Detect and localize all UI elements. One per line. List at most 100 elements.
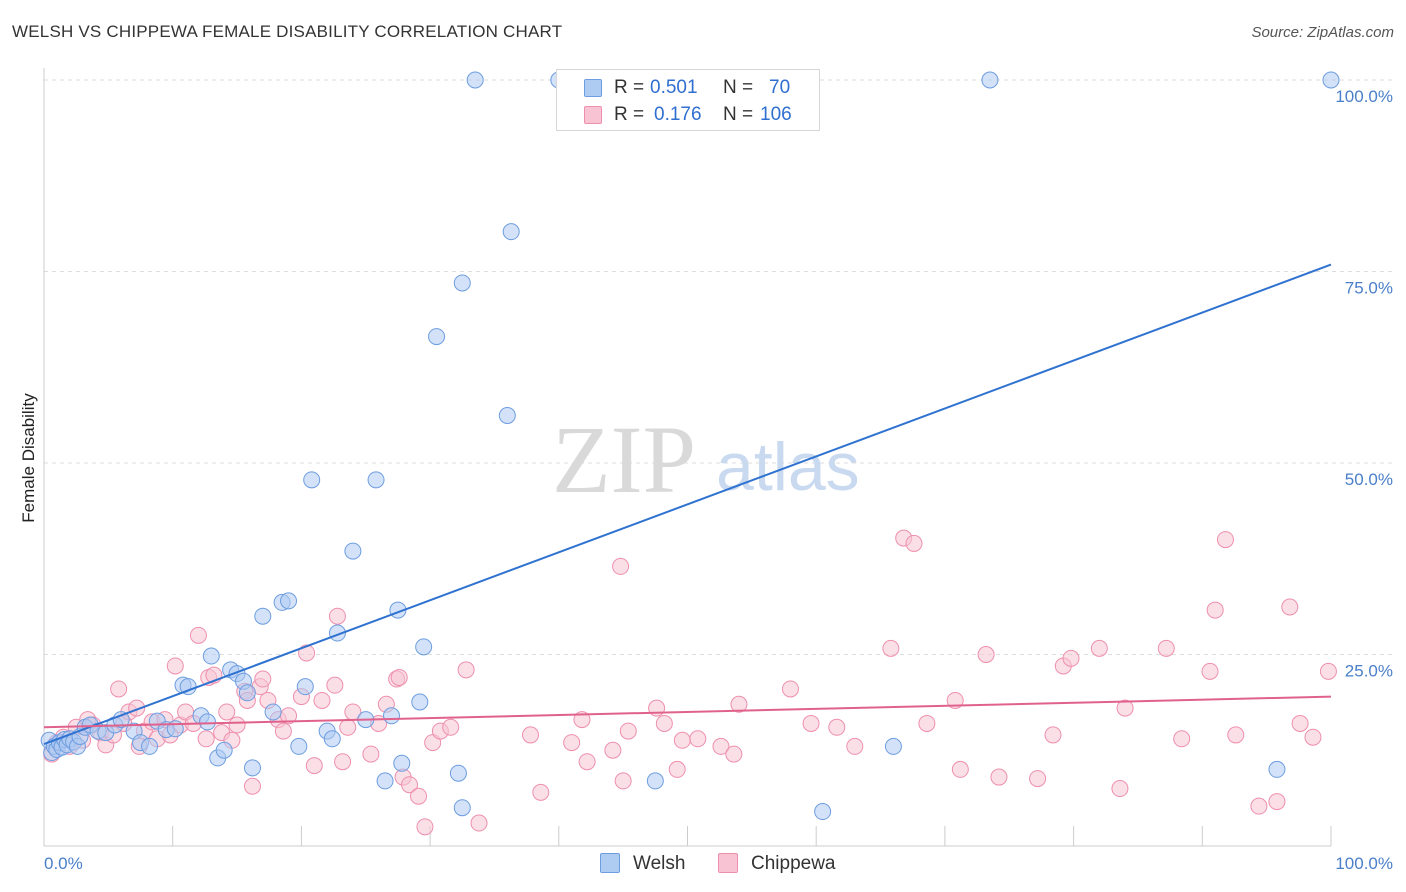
chippewa-point — [1062, 649, 1080, 667]
chippewa-point — [166, 657, 184, 675]
chippewa-point — [673, 731, 691, 749]
chippewa-point — [802, 714, 820, 732]
x-tick-label: 100.0% — [1335, 854, 1393, 873]
chippewa-point — [846, 737, 864, 755]
welsh-point — [428, 328, 446, 346]
welsh-point — [290, 737, 308, 755]
chippewa-point — [401, 776, 419, 794]
chart-title: WELSH VS CHIPPEWA FEMALE DISABILITY CORR… — [12, 22, 563, 41]
chippewa-legend-swatch — [718, 853, 738, 873]
welsh-point — [411, 693, 429, 711]
welsh-point — [215, 741, 233, 759]
chippewa-point — [946, 691, 964, 709]
chippewa-point — [1201, 662, 1219, 680]
welsh-point — [303, 471, 321, 489]
welsh-point — [884, 737, 902, 755]
tick-labels: 25.0% 50.0% 75.0% 100.0% 0.0% 100.0% — [44, 87, 1393, 873]
chippewa-n-value: 106 — [760, 104, 792, 125]
welsh-point — [466, 71, 484, 89]
chippewa-point — [1250, 797, 1268, 815]
chippewa-point — [1029, 770, 1047, 788]
welsh-r-value: 0.501 — [650, 77, 698, 98]
y-tick-label: 25.0% — [1345, 662, 1393, 681]
welsh-point — [238, 684, 256, 702]
chippewa-point — [197, 730, 215, 748]
chippewa-point — [918, 714, 936, 732]
chippewa-point — [990, 768, 1008, 786]
chippewa-point — [1206, 601, 1224, 619]
welsh-trend-line — [43, 263, 1332, 746]
watermark-zip: ZIP — [552, 406, 696, 513]
welsh-point — [280, 592, 298, 610]
chippewa-point — [730, 695, 748, 713]
chippewa-point — [828, 718, 846, 736]
chippewa-point — [619, 722, 637, 740]
chippewa-point — [563, 734, 581, 752]
chippewa-swatch — [584, 106, 602, 124]
chippewa-point — [578, 753, 596, 771]
chippewa-point — [442, 718, 460, 736]
chippewa-point — [1116, 699, 1134, 717]
welsh-point — [367, 471, 385, 489]
chippewa-point — [905, 534, 923, 552]
chippewa-point — [725, 745, 743, 763]
chippewa-point — [254, 670, 272, 688]
welsh-point — [344, 542, 362, 560]
welsh-point — [449, 764, 467, 782]
chippewa-point — [604, 741, 622, 759]
welsh-n-label: N = — [723, 77, 754, 98]
chippewa-point — [573, 711, 591, 729]
welsh-point — [453, 274, 471, 292]
welsh-point — [202, 647, 220, 665]
welsh-point — [393, 754, 411, 772]
chippewa-point — [1173, 730, 1191, 748]
chippewa-point — [305, 757, 323, 775]
chippewa-point — [882, 639, 900, 657]
chippewa-point — [189, 626, 207, 644]
x-tick-label: 0.0% — [44, 854, 83, 873]
welsh-point — [198, 713, 216, 731]
welsh-point — [112, 711, 130, 729]
welsh-point — [453, 799, 471, 817]
welsh-swatch — [584, 79, 602, 97]
welsh-point — [1268, 760, 1286, 778]
welsh-point — [243, 759, 261, 777]
chippewa-point — [668, 760, 686, 778]
chippewa-point — [1044, 726, 1062, 744]
chippewa-point — [470, 814, 488, 832]
chippewa-point — [1291, 714, 1309, 732]
chippewa-point — [410, 787, 428, 805]
y-tick-label: 75.0% — [1345, 279, 1393, 298]
chippewa-r-label: R = — [614, 104, 645, 125]
welsh-point — [382, 707, 400, 725]
welsh-point — [981, 71, 999, 89]
chippewa-point — [339, 718, 357, 736]
welsh-point — [646, 772, 664, 790]
chippewa-point — [712, 737, 730, 755]
welsh-point — [141, 737, 159, 755]
chippewa-point — [362, 745, 380, 763]
data-points — [40, 71, 1340, 836]
chippewa-point — [1319, 662, 1337, 680]
chippewa-point — [390, 668, 408, 686]
chippewa-point — [1268, 793, 1286, 811]
welsh-point — [264, 703, 282, 721]
welsh-point — [323, 730, 341, 748]
welsh-point — [498, 407, 516, 425]
chippewa-point — [228, 716, 246, 734]
chippewa-trend-line — [43, 695, 1332, 729]
chippewa-point — [243, 777, 261, 795]
chippewa-point — [655, 714, 673, 732]
chippewa-point — [1227, 726, 1245, 744]
welsh-point — [1322, 71, 1340, 89]
chippewa-point — [951, 760, 969, 778]
welsh-n-value: 70 — [769, 77, 791, 98]
chippewa-point — [1216, 531, 1234, 549]
chippewa-point — [1111, 780, 1129, 798]
chippewa-point — [298, 644, 316, 662]
welsh-point — [415, 638, 433, 656]
welsh-point — [254, 607, 272, 625]
chippewa-point — [334, 753, 352, 771]
welsh-legend-swatch — [600, 853, 620, 873]
chippewa-point — [781, 680, 799, 698]
